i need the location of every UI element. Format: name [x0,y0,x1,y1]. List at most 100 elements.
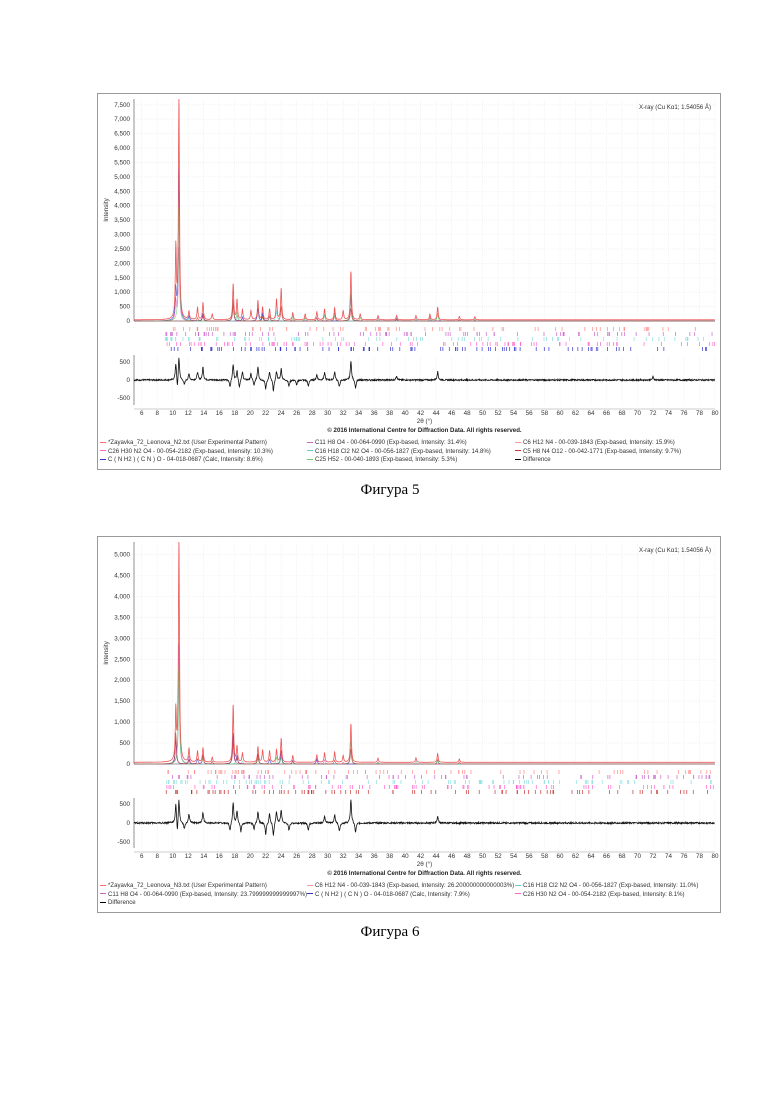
xrd-chart-5: 05001,0001,5002,0002,5003,0003,5004,0004… [97,93,719,438]
legend-label: C ( N H2 ) ( C N ) O - 04-018-0687 (Calc… [315,891,470,898]
figure-6: 05001,0001,5002,0002,5003,0003,5004,0004… [97,536,721,913]
x-tick-label: 58 [541,410,549,417]
y-tick-label: 6,000 [114,145,130,152]
x-tick-label: 36 [371,410,379,417]
legend-swatch [515,450,521,451]
reference-stick-row [173,327,695,331]
diff-y-tick-label: 500 [119,359,130,366]
diff-y-tick-label: 0 [126,377,130,384]
x-tick-label: 34 [355,410,363,417]
y-tick-label: 0 [126,761,130,768]
legend-label: C ( N H2 ) ( C N ) O - 04-018-0687 (Calc… [108,456,263,463]
reference-stick-row [166,337,704,341]
x-tick-label: 74 [665,853,673,860]
x-tick-label: 36 [371,853,379,860]
x-tick-label: 46 [448,853,456,860]
x-tick-label: 60 [557,853,565,860]
y-tick-label: 4,500 [114,188,130,195]
y-tick-label: 500 [119,740,130,747]
y-axis-title: Intensity [103,197,110,221]
legend-item: C26 H30 N2 O4 - 00-054-2182 (Exp-based, … [515,891,685,898]
x-tick-label: 6 [140,853,144,860]
x-tick-label: 62 [572,853,580,860]
y-tick-label: 1,000 [114,289,130,296]
x-tick-label: 12 [185,853,193,860]
diff-y-tick-label: 0 [126,820,130,827]
x-tick-label: 22 [262,410,270,417]
phase-pattern-line [134,307,715,321]
y-tick-label: 3,500 [114,614,130,621]
reference-stick-row [171,347,706,351]
chart-legend: *Zayavka_72_Leonova_N3.txt (User Experim… [97,879,719,909]
y-tick-label: 4,000 [114,593,130,600]
phase-pattern-line [134,644,715,765]
y-tick-label: 1,000 [114,719,130,726]
x-tick-label: 76 [681,410,689,417]
x-tick-label: 46 [448,410,456,417]
x-tick-label: 8 [155,853,159,860]
legend-item: *Zayavka_72_Leonova_N3.txt (User Experim… [100,882,267,889]
x-tick-label: 68 [619,853,627,860]
reference-stick-row [168,770,710,774]
legend-label: C6 H12 N4 - 00-039-1843 (Exp-based, Inte… [523,439,675,446]
x-tick-label: 74 [665,410,673,417]
reference-stick-row [166,790,707,794]
y-tick-label: 3,000 [114,635,130,642]
x-tick-label: 32 [340,410,348,417]
y-tick-label: 3,000 [114,232,130,239]
x-axis-title: 2θ (°) [417,860,432,868]
x-tick-label: 14 [200,410,208,417]
x-tick-label: 56 [526,410,534,417]
x-tick-label: 28 [309,410,317,417]
difference-line [134,800,715,836]
x-tick-label: 72 [650,853,658,860]
copyright-notice: © 2016 International Centre for Diffract… [327,427,522,434]
y-tick-label: 1,500 [114,275,130,282]
legend-swatch [100,893,106,894]
reference-stick-row [167,342,715,346]
figure-5: 05001,0001,5002,0002,5003,0003,5004,0004… [97,93,721,470]
chart-legend: *Zayavka_72_Leonova_N2.txt (User Experim… [97,436,719,466]
legend-item: C6 H12 N4 - 00-039-1843 (Exp-based, Inte… [515,439,675,446]
x-tick-label: 32 [340,853,348,860]
x-tick-label: 20 [247,853,255,860]
legend-label: C26 H30 N2 O4 - 00-054-2182 (Exp-based, … [523,891,685,898]
x-tick-label: 52 [495,410,503,417]
x-tick-label: 6 [140,410,144,417]
legend-label: Difference [108,899,136,906]
x-tick-label: 8 [155,410,159,417]
legend-label: C11 H8 O4 - 00-064-0990 (Exp-based, Inte… [315,439,467,446]
reference-stick-row [166,332,712,336]
y-tick-label: 1,500 [114,698,130,705]
x-tick-label: 44 [433,853,441,860]
legend-item: C11 H8 O4 - 00-064-0990 (Exp-based, Inte… [307,439,467,446]
x-tick-label: 54 [510,410,518,417]
legend-swatch [515,893,521,894]
x-tick-label: 30 [324,853,332,860]
legend-item: C6 H12 N4 - 00-039-1843 (Exp-based, Inte… [307,882,514,889]
y-tick-label: 2,500 [114,246,130,253]
x-tick-label: 76 [681,853,689,860]
legend-label: Difference [523,456,551,463]
x-tick-label: 14 [200,853,208,860]
x-tick-label: 52 [495,853,503,860]
x-tick-label: 22 [262,853,270,860]
legend-swatch [307,885,313,886]
legend-label: C6 H12 N4 - 00-039-1843 (Exp-based, Inte… [315,882,514,889]
legend-item: C ( N H2 ) ( C N ) O - 04-018-0687 (Calc… [100,456,263,463]
y-tick-label: 4,000 [114,203,130,210]
x-tick-label: 80 [711,410,719,417]
x-tick-label: 68 [619,410,627,417]
legend-item: C16 H18 Cl2 N2 O4 - 00-056-1827 (Exp-bas… [515,882,698,889]
diff-y-tick-label: -500 [117,839,130,846]
legend-item: C26 H30 N2 O4 - 00-054-2182 (Exp-based, … [100,448,273,455]
source-label: X-ray (Cu Kα1; 1.54056 Å) [639,547,711,554]
legend-swatch [307,442,313,443]
legend-label: C11 H8 O4 - 00-064-0990 (Exp-based, Inte… [108,891,307,898]
legend-item: C11 H8 O4 - 00-064-0990 (Exp-based, Inte… [100,891,307,898]
x-tick-label: 26 [293,853,301,860]
x-tick-label: 66 [603,853,611,860]
legend-swatch [100,885,106,886]
x-tick-label: 50 [479,410,487,417]
legend-swatch [307,893,313,894]
